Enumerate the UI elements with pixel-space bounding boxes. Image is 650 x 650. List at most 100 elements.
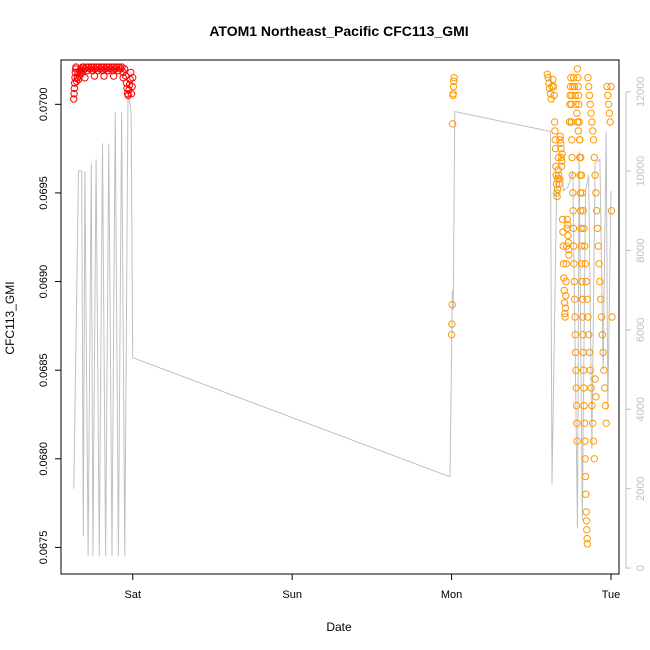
chart-title: ATOM1 Northeast_Pacific CFC113_GMI: [209, 23, 468, 39]
orange-data-point: [600, 366, 608, 374]
orange-data-point: [564, 231, 572, 240]
red-data-point: [70, 90, 78, 98]
red-data-point: [97, 63, 106, 71]
red-data-point: [119, 74, 127, 82]
orange-data-point: [561, 304, 570, 312]
orange-data-point: [572, 401, 581, 410]
orange-data-point: [574, 82, 582, 91]
orange-data-point: [578, 295, 586, 303]
orange-data-point: [581, 242, 589, 250]
orange-data-point: [448, 320, 456, 328]
x-tick-label: Mon: [441, 589, 462, 601]
orange-data-point: [570, 242, 578, 250]
y2-tick-label: 0: [635, 565, 647, 571]
orange-data-point: [556, 139, 565, 148]
red-data-point: [92, 63, 101, 71]
orange-data-point: [597, 295, 605, 303]
orange-data-point: [585, 82, 593, 91]
orange-data-point: [564, 238, 572, 247]
orange-data-point: [569, 207, 577, 215]
orange-data-point: [571, 91, 579, 100]
orange-data-point: [570, 260, 578, 268]
orange-data-point: [568, 136, 576, 144]
orange-data-point: [572, 100, 580, 109]
orange-data-point: [590, 153, 598, 162]
orange-data-point: [555, 180, 563, 188]
y-axis-label: CFC113_GMI: [3, 281, 17, 354]
orange-data-point: [583, 295, 591, 303]
y-tick-label: 0.0690: [38, 265, 50, 299]
orange-data-point: [551, 144, 560, 153]
orange-data-point: [580, 384, 588, 392]
orange-data-point: [571, 295, 579, 303]
red-data-point: [70, 84, 79, 93]
orange-data-point: [584, 74, 592, 82]
orange-data-point: [556, 132, 564, 140]
orange-data-point: [587, 384, 595, 392]
orange-data-point: [564, 221, 572, 229]
orange-data-point: [603, 82, 611, 91]
orange-data-point: [560, 274, 568, 282]
orange-data-point: [585, 348, 594, 357]
orange-data-point: [568, 153, 576, 162]
orange-data-point: [550, 91, 558, 100]
orange-data-point: [553, 185, 562, 194]
orange-data-point: [588, 401, 596, 410]
orange-data-point: [549, 82, 558, 91]
red-data-point: [127, 68, 135, 77]
orange-data-point: [601, 401, 610, 410]
y-tick-label: 0.0685: [38, 353, 50, 387]
orange-data-point: [561, 313, 569, 321]
orange-data-point: [583, 526, 591, 534]
orange-data-point: [560, 299, 569, 307]
orange-data-point: [573, 109, 581, 117]
data-points-layer: [70, 63, 616, 548]
red-data-point: [90, 72, 99, 80]
orange-data-point: [543, 70, 551, 78]
orange-data-point: [576, 136, 584, 144]
orange-data-point: [605, 109, 614, 117]
orange-data-point: [581, 455, 589, 463]
x-tick-label: Sun: [282, 589, 302, 601]
orange-data-point: [563, 242, 571, 250]
y2-tick-label: 8000: [635, 238, 647, 262]
y-tick-label: 0.0675: [38, 531, 50, 565]
orange-data-point: [602, 419, 610, 427]
orange-data-point: [573, 437, 581, 445]
orange-data-point: [577, 171, 586, 179]
altitude-line: [73, 91, 612, 557]
orange-data-point: [562, 292, 570, 300]
y2-tick-label: 2000: [635, 476, 647, 500]
y-tick-label: 0.0695: [38, 176, 50, 210]
orange-data-point: [577, 242, 586, 250]
orange-data-point: [573, 419, 581, 427]
orange-data-point: [449, 82, 458, 91]
orange-data-point: [568, 91, 576, 100]
y-axis-left: 0.0675 0.0680 0.0685 0.0690 0.0695 0.0700: [38, 87, 61, 564]
red-data-point: [129, 74, 137, 82]
orange-data-point: [571, 348, 580, 357]
orange-data-point: [604, 100, 613, 109]
orange-data-point: [576, 189, 585, 197]
orange-data-point: [580, 224, 588, 233]
orange-data-point: [448, 120, 457, 128]
orange-data-point: [559, 242, 567, 250]
orange-data-point: [582, 517, 591, 525]
orange-data-point: [557, 153, 565, 162]
orange-data-point: [589, 136, 598, 144]
orange-data-point: [571, 313, 579, 321]
orange-data-point: [582, 277, 590, 286]
orange-data-point: [573, 65, 582, 73]
orange-data-point: [572, 366, 580, 374]
orange-data-point: [567, 74, 575, 82]
orange-data-point: [588, 118, 596, 126]
orange-data-point: [578, 189, 586, 197]
orange-data-point: [589, 437, 598, 445]
orange-data-point: [592, 393, 600, 401]
red-data-point: [100, 72, 108, 80]
red-data-point: [120, 65, 129, 73]
orange-data-point: [595, 260, 603, 268]
orange-data-point: [571, 331, 579, 339]
red-data-point: [81, 74, 89, 82]
orange-data-point: [562, 260, 571, 268]
